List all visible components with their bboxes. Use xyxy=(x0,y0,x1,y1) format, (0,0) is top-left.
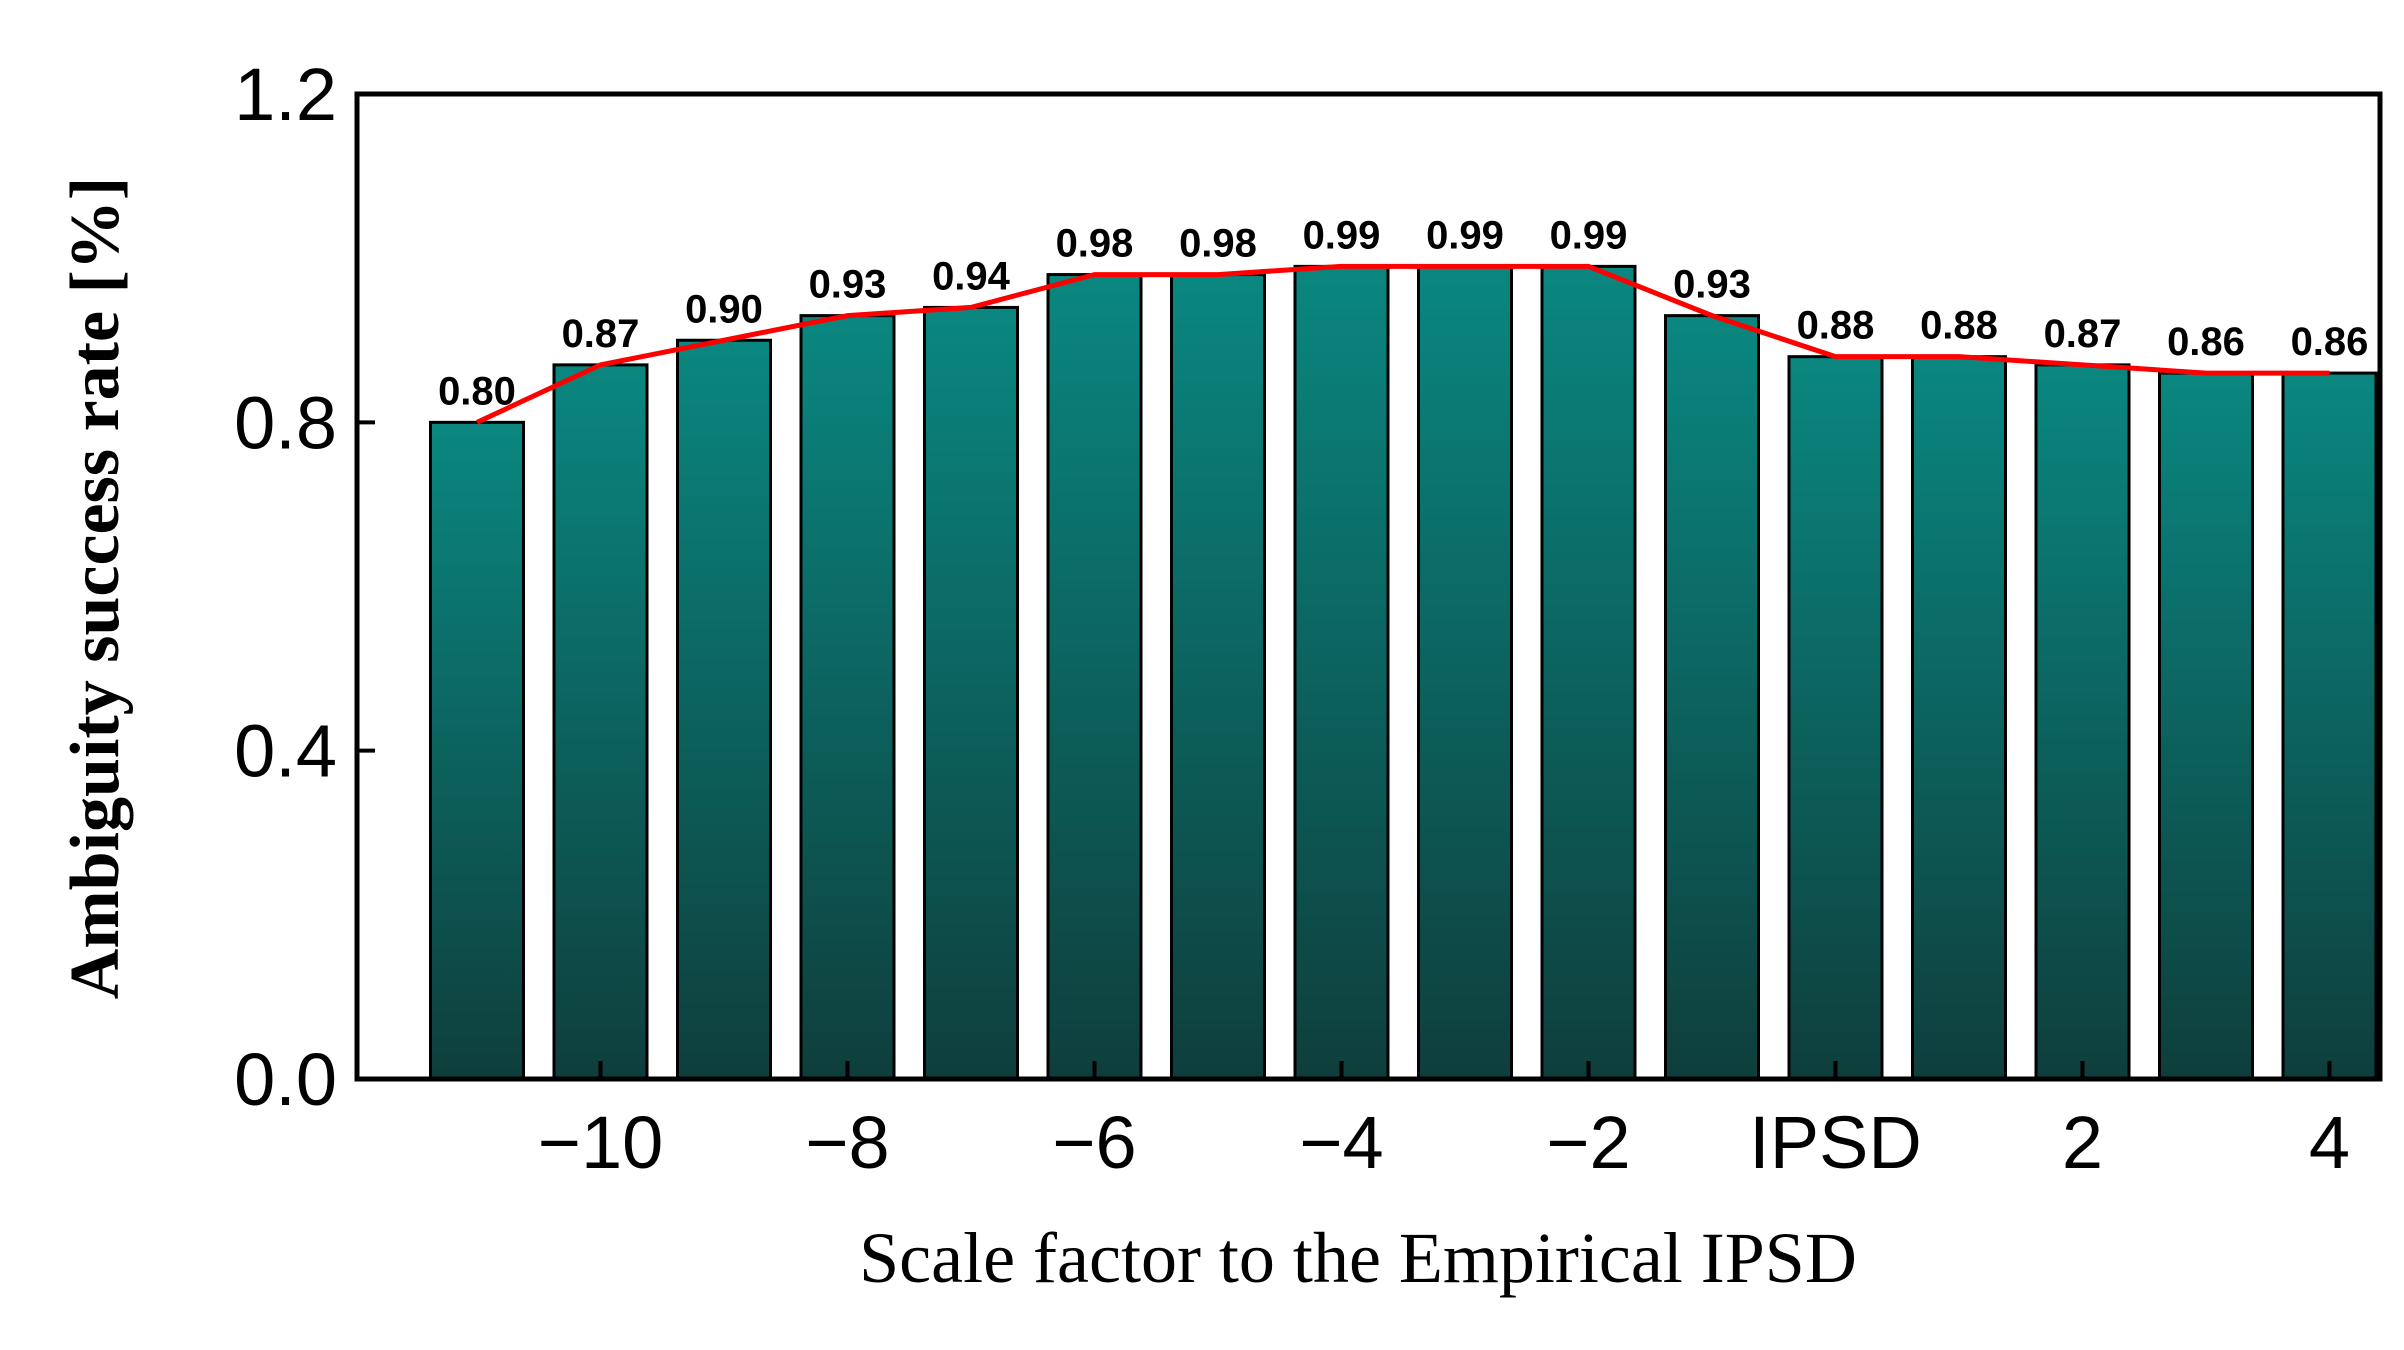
bar-8 xyxy=(1417,264,1513,1081)
bar-0 xyxy=(429,420,525,1081)
data-label-10: 0.93 xyxy=(1673,263,1751,307)
data-label-2: 0.90 xyxy=(685,287,763,331)
data-label-7: 0.99 xyxy=(1303,213,1381,257)
x-tick-label-6: 2 xyxy=(2062,1101,2103,1184)
y-tick-label-2: 0.8 xyxy=(234,381,337,464)
bar-1 xyxy=(552,363,649,1081)
y-tick-label-3: 1.2 xyxy=(234,53,337,136)
y-axis-label: Ambiguity success rate [%] xyxy=(57,177,134,999)
data-label-4: 0.94 xyxy=(932,254,1011,298)
data-label-1: 0.87 xyxy=(562,312,640,356)
bar-6 xyxy=(1170,273,1266,1081)
x-tick-label-3: −4 xyxy=(1299,1101,1383,1184)
data-label-12: 0.88 xyxy=(1920,304,1998,348)
plot-frame xyxy=(354,91,2383,1082)
x-tick-label-7: 4 xyxy=(2309,1101,2350,1184)
data-label-9: 0.99 xyxy=(1550,213,1628,257)
bar-7 xyxy=(1293,264,1390,1081)
x-axis-label: Scale factor to the Empirical IPSD xyxy=(859,1218,1857,1298)
x-tick-label-4: −2 xyxy=(1546,1101,1630,1184)
bar-12 xyxy=(1911,355,2007,1081)
data-label-6: 0.98 xyxy=(1179,222,1257,266)
y-tick-label-0: 0.0 xyxy=(234,1038,337,1121)
data-label-11: 0.88 xyxy=(1797,304,1875,348)
x-tick-label-1: −8 xyxy=(805,1101,889,1184)
trend-line xyxy=(475,263,2330,425)
bar-10 xyxy=(1664,314,1760,1081)
bar-5 xyxy=(1046,273,1143,1081)
data-label-0: 0.80 xyxy=(438,369,516,413)
bar-4 xyxy=(923,305,1019,1081)
bar-3 xyxy=(799,314,896,1081)
x-tick-label-5: IPSD xyxy=(1749,1101,1922,1184)
bar-14 xyxy=(2158,371,2254,1081)
bar-11 xyxy=(1787,355,1884,1081)
y-tick-label-1: 0.4 xyxy=(234,710,337,793)
data-label-8: 0.99 xyxy=(1426,213,1504,257)
x-tick-label-2: −6 xyxy=(1052,1101,1136,1184)
data-label-3: 0.93 xyxy=(809,263,887,307)
y-axis: 0.0 0.4 0.8 1.2 xyxy=(234,53,375,1121)
bar-15 xyxy=(2281,371,2378,1081)
data-label-13: 0.87 xyxy=(2044,312,2122,356)
bar-9 xyxy=(1540,264,1637,1081)
bars-group xyxy=(429,264,2378,1081)
data-label-5: 0.98 xyxy=(1056,222,1134,266)
bar-13 xyxy=(2034,363,2131,1081)
x-axis: −10 −8 −6 −4 −2 IPSD 2 4 xyxy=(538,1061,2350,1184)
data-label-15: 0.86 xyxy=(2291,320,2369,364)
bar-2 xyxy=(676,338,772,1081)
data-labels-group: 0.80 0.87 0.90 0.93 0.94 0.98 0.98 0.99 0.99 0.99… xyxy=(438,213,2368,413)
data-label-14: 0.86 xyxy=(2167,320,2245,364)
x-tick-label-0: −10 xyxy=(538,1101,664,1184)
